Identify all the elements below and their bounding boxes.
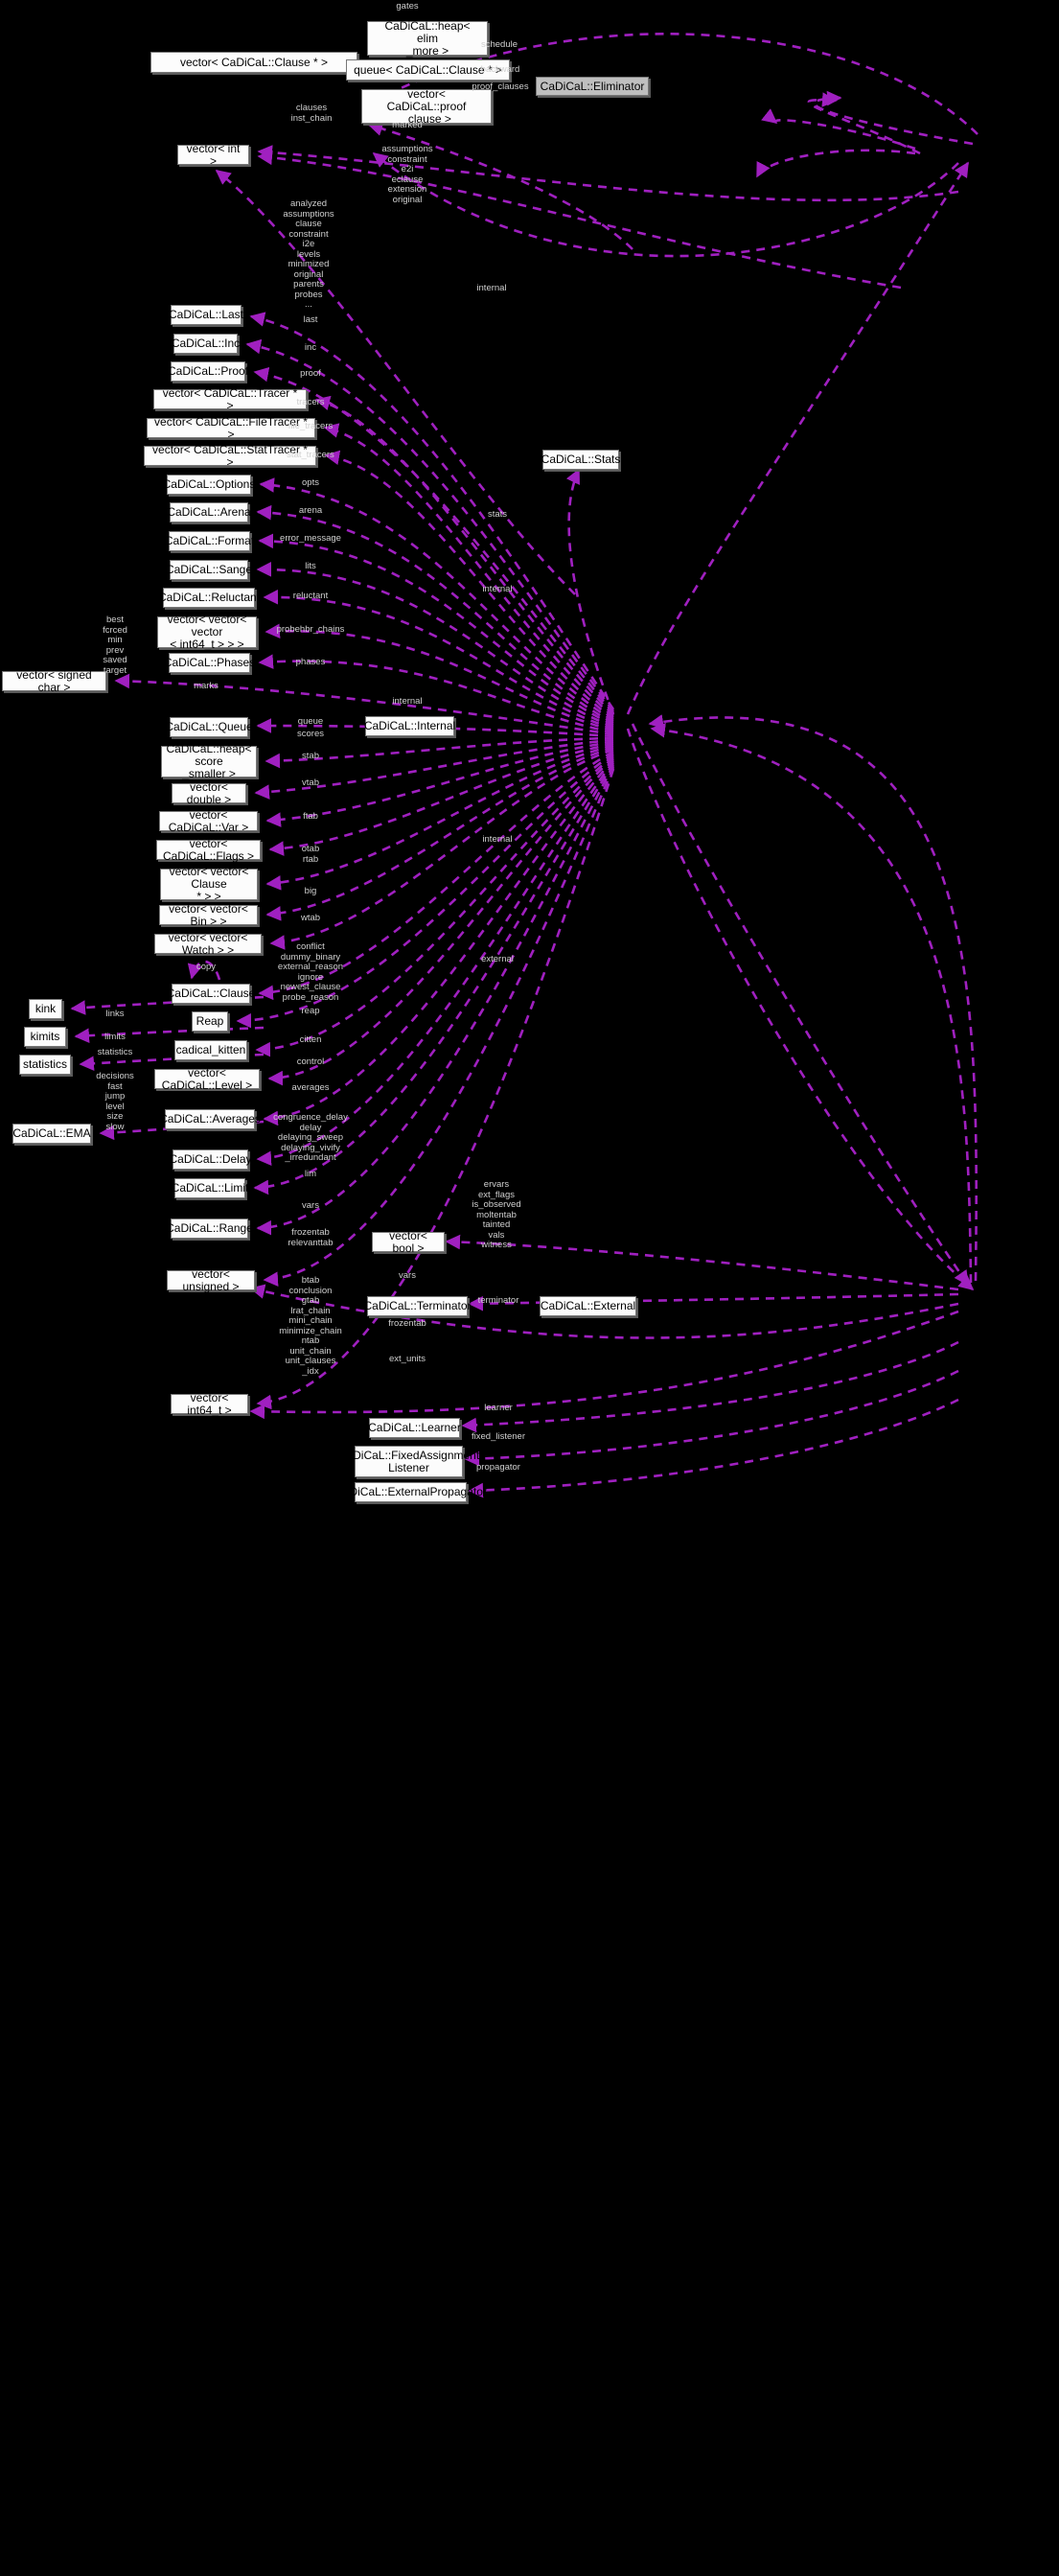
class-node-vec_flags[interactable]: vector< CaDiCaL::Flags > <box>156 837 261 862</box>
class-node-vec_var[interactable]: vector< CaDiCaL::Var > <box>159 808 258 833</box>
class-node-external[interactable]: CaDiCaL::External <box>540 1296 636 1316</box>
class-node-vec_clause_ptr[interactable]: vector< CaDiCaL::Clause * > <box>150 52 357 73</box>
class-node-averages[interactable]: CaDiCaL::Averages <box>159 1109 261 1129</box>
class-node-stats[interactable]: CaDiCaL::Stats <box>541 450 620 470</box>
class-node-vec_tracer[interactable]: vector< CaDiCaL::Tracer * > <box>153 386 307 411</box>
class-node-options[interactable]: CaDiCaL::Options <box>163 475 255 495</box>
class-node-cadical_kitten[interactable]: cadical_kitten <box>174 1040 247 1060</box>
class-node-arena[interactable]: CaDiCaL::Arena <box>167 502 251 522</box>
class-node-clause[interactable]: CaDiCaL::Clause <box>167 984 255 1004</box>
class-node-range[interactable]: CaDiCaL::Range <box>166 1218 253 1239</box>
class-node-inc[interactable]: CaDiCaL::Inc <box>172 334 240 354</box>
class-node-extpropagator[interactable]: CaDiCaL::ExternalPropagator <box>334 1482 487 1502</box>
class-node-internal[interactable]: CaDiCaL::Internal <box>364 716 455 736</box>
class-node-vec_int64[interactable]: vector< int64_t > <box>171 1391 248 1416</box>
class-node-vec_double[interactable]: vector< double > <box>172 780 246 805</box>
class-node-terminator[interactable]: CaDiCaL::Terminator <box>363 1296 472 1316</box>
class-node-reap[interactable]: Reap <box>192 1011 228 1032</box>
class-node-eliminator[interactable]: CaDiCaL::Eliminator <box>536 77 649 96</box>
class-node-heap_elim_more[interactable]: CaDiCaL::heap< elim _more > <box>367 19 488 57</box>
class-node-ema[interactable]: CaDiCaL::EMA <box>12 1124 91 1144</box>
class-node-vv_bin[interactable]: vector< vector< Bin > > <box>159 902 258 927</box>
class-node-reluctant[interactable]: CaDiCaL::Reluctant <box>158 588 260 608</box>
class-node-statistics[interactable]: statistics <box>19 1055 71 1075</box>
class-node-limit[interactable]: CaDiCaL::Limit <box>172 1178 248 1198</box>
class-node-proof[interactable]: CaDiCaL::Proof <box>168 361 248 382</box>
class-node-fixedlistener[interactable]: CaDiCaL::FixedAssignment Listener <box>338 1446 479 1477</box>
class-node-vec_int[interactable]: vector< int > <box>177 142 249 167</box>
class-node-vec_bool[interactable]: vector< bool > <box>372 1229 445 1254</box>
class-node-kink[interactable]: kink <box>29 999 62 1019</box>
class-node-queue_clause_ptr[interactable]: queue< CaDiCaL::Clause * > <box>346 59 510 81</box>
class-node-vec_signed_char[interactable]: vector< signed char > <box>2 668 106 693</box>
class-node-vec_level[interactable]: vector< CaDiCaL::Level > <box>154 1066 260 1091</box>
class-node-learner[interactable]: CaDiCaL::Learner <box>368 1418 461 1438</box>
class-node-vv_clause_ptr[interactable]: vector< vector< Clause * > > <box>160 866 258 903</box>
class-node-queue[interactable]: CaDiCaL::Queue <box>165 717 253 737</box>
class-node-vv_watch[interactable]: vector< vector< Watch > > <box>154 931 262 956</box>
class-node-kimits[interactable]: kimits <box>24 1027 66 1047</box>
class-node-vec_stattracer[interactable]: vector< CaDiCaL::StatTracer * > <box>144 443 316 468</box>
class-node-vvv_int64[interactable]: vector< vector< vector < int64_t > > > <box>157 614 257 651</box>
class-node-vec_filetracer[interactable]: vector< CaDiCaL::FileTracer * > <box>147 415 315 440</box>
class-node-sange[interactable]: CaDiCaL::Sange <box>166 560 252 580</box>
class-node-delay[interactable]: CaDiCaL::Delay <box>169 1149 252 1170</box>
class-node-heap_score[interactable]: CaDiCaL::heap< score _smaller > <box>161 743 257 780</box>
class-node-format[interactable]: CaDiCaL::Format <box>165 531 254 551</box>
class-node-vec_proof_clause[interactable]: vector< CaDiCaL::proof _clause > <box>361 87 492 125</box>
class-node-phases[interactable]: CaDiCaL::Phases <box>164 653 255 673</box>
class-node-vec_unsigned[interactable]: vector< unsigned > <box>167 1267 255 1292</box>
class-node-last[interactable]: CaDiCaL::Last <box>169 305 243 325</box>
